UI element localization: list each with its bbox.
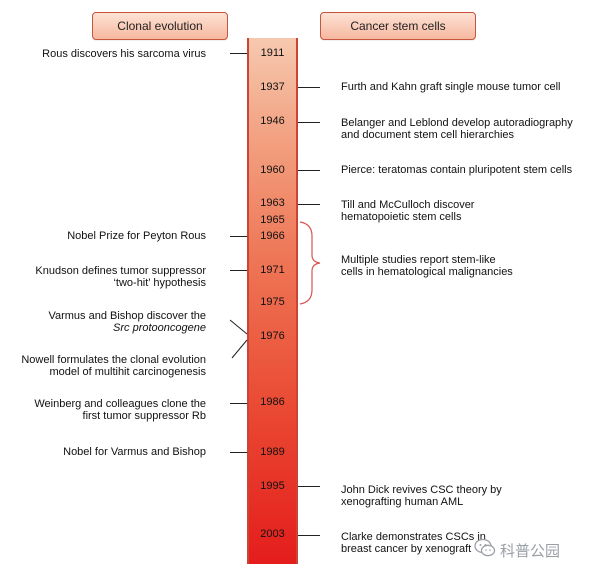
- timeline-bar: [247, 38, 298, 564]
- year-label: 1937: [260, 81, 285, 93]
- src-gene-label: Src protooncogene: [113, 322, 206, 334]
- year-label: 1960: [260, 164, 285, 176]
- year-label: 1986: [260, 396, 285, 408]
- year-label: 1946: [260, 115, 285, 127]
- left-event: Knudson defines tumor suppressor ‘two-hi…: [35, 265, 206, 289]
- right-tick: [298, 87, 320, 88]
- right-tick: [298, 170, 320, 171]
- right-tick: [298, 122, 320, 123]
- left-tick: [230, 270, 247, 271]
- year-label: 1963: [260, 197, 285, 209]
- year-label: 1976: [260, 330, 285, 342]
- clonal-evolution-header: Clonal evolution: [92, 12, 228, 40]
- left-event: Nobel for Varmus and Bishop: [63, 446, 206, 458]
- watermark-text: 科普公园: [500, 543, 561, 560]
- left-event: Varmus and Bishop discover the Src proto…: [48, 310, 206, 334]
- left-tick: [230, 403, 247, 404]
- right-event: Clarke demonstrates CSCs in breast cance…: [341, 531, 486, 555]
- left-tick: [230, 53, 247, 54]
- hematological-bracket: [299, 221, 321, 305]
- varmus-connector: [229, 319, 248, 335]
- year-label: 2003: [260, 528, 285, 540]
- cancer-stem-cells-header: Cancer stem cells: [320, 12, 476, 40]
- right-event: Till and McCulloch discover hematopoieti…: [341, 199, 475, 223]
- right-event: Furth and Kahn graft single mouse tumor …: [341, 81, 561, 93]
- year-label: 1989: [260, 446, 285, 458]
- right-event: Multiple studies report stem-like cells …: [341, 254, 513, 278]
- right-tick: [298, 486, 320, 487]
- year-label: 1966: [260, 230, 285, 242]
- left-tick: [230, 236, 247, 237]
- left-event: Nowell formulates the clonal evolution m…: [21, 354, 206, 378]
- left-event: Nobel Prize for Peyton Rous: [67, 230, 206, 242]
- year-label: 1995: [260, 480, 285, 492]
- year-label: 1965: [260, 214, 285, 226]
- right-event: John Dick revives CSC theory by xenograf…: [341, 484, 502, 508]
- wechat-icon: [474, 538, 496, 557]
- left-tick: [230, 452, 247, 453]
- left-event: Weinberg and colleagues clone the first …: [34, 398, 206, 422]
- year-label: 1911: [260, 47, 285, 59]
- right-tick: [298, 204, 320, 205]
- right-event: Belanger and Leblond develop autoradiogr…: [341, 117, 573, 141]
- year-label: 1975: [260, 296, 285, 308]
- year-label: 1971: [260, 264, 285, 276]
- right-tick: [298, 535, 320, 536]
- left-event: Rous discovers his sarcoma virus: [42, 48, 206, 60]
- nowell-connector: [231, 339, 248, 359]
- right-event: Pierce: teratomas contain pluripotent st…: [341, 164, 573, 176]
